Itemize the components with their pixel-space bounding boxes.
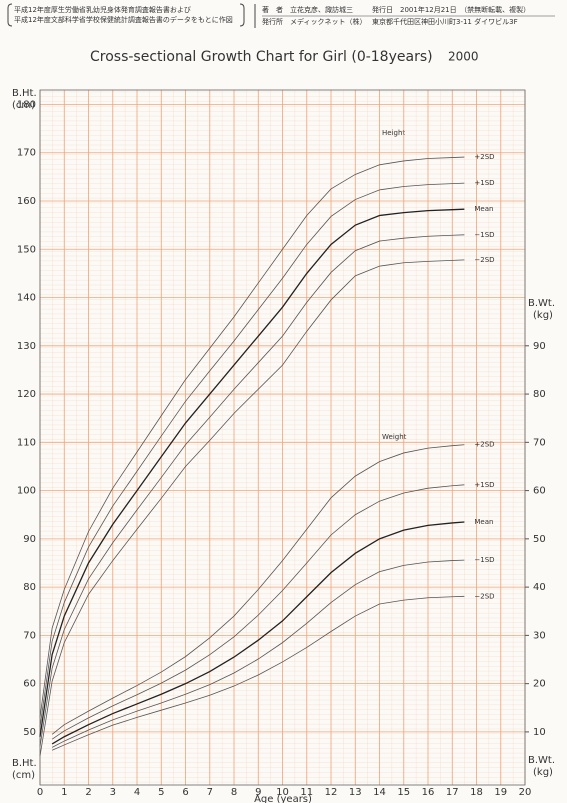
- x-tick-label: 13: [349, 787, 362, 798]
- series-label: +2SD: [474, 153, 494, 161]
- y-tick-label: 90: [23, 534, 36, 545]
- series-line: [51, 444, 465, 735]
- x-tick-label: 18: [470, 787, 483, 798]
- y-label: B.Ht.: [12, 88, 37, 99]
- x-tick-label: 1: [61, 787, 67, 798]
- series-line: [51, 521, 465, 745]
- series-label: −2SD: [474, 256, 494, 264]
- series-label: +2SD: [474, 441, 494, 449]
- x-tick-label: 17: [446, 787, 459, 798]
- series-label: +1SD: [474, 481, 494, 489]
- header-text: 著 者 立花克彦、諏訪城三: [262, 5, 353, 14]
- series-label: +1SD: [474, 179, 494, 187]
- series-label: −1SD: [474, 556, 494, 564]
- x-tick-label: 12: [325, 787, 338, 798]
- y-tick-label: 120: [17, 389, 36, 400]
- y2-tick-label: 60: [533, 486, 546, 497]
- series-label: Mean: [474, 205, 493, 213]
- y-unit: (cm): [12, 770, 35, 781]
- series-label: −2SD: [474, 592, 494, 600]
- y2-tick-label: 80: [533, 389, 546, 400]
- header-text: 発行所 メディックネット（株）: [262, 17, 367, 26]
- header-text: 発行日 2001年12月21日 （禁無断転載、複製）: [372, 5, 530, 14]
- y-tick-label: 130: [17, 341, 36, 352]
- y2-unit: (kg): [533, 767, 553, 778]
- chart-title-year: 2000: [448, 50, 479, 64]
- y2-tick-label: 20: [533, 679, 546, 690]
- y2-tick-label: 40: [533, 582, 546, 593]
- series-line: [39, 208, 465, 737]
- series-line: [51, 559, 465, 748]
- x-tick-label: 5: [158, 787, 164, 798]
- x-tick-label: 9: [255, 787, 261, 798]
- plot-frame: [39, 89, 526, 786]
- series-line: [51, 484, 465, 740]
- y2-tick-label: 30: [533, 630, 546, 641]
- y2-tick-label: 70: [533, 437, 546, 448]
- x-label: Age (years): [254, 794, 312, 803]
- y-tick-label: 170: [17, 148, 36, 159]
- x-tick-label: 6: [182, 787, 188, 798]
- y2-label: B.Wt.: [528, 755, 555, 766]
- annotation: Height: [382, 129, 405, 137]
- series-line: [39, 259, 465, 757]
- y-tick-label: 180: [17, 99, 36, 110]
- y-tick-label: 50: [23, 727, 36, 738]
- x-tick-label: 11: [300, 787, 313, 798]
- y-tick-label: 160: [17, 196, 36, 207]
- y2-tick-label: 50: [533, 534, 546, 545]
- y-unit: (cm): [12, 100, 35, 111]
- y-tick-label: 70: [23, 630, 36, 641]
- x-tick-label: 10: [276, 787, 289, 798]
- y-tick-label: 80: [23, 582, 36, 593]
- y-label: B.Ht.: [12, 758, 37, 769]
- series-line: [39, 182, 465, 728]
- y-tick-label: 140: [17, 293, 36, 304]
- chart-title: Cross-sectional Growth Chart for Girl (0…: [90, 49, 433, 65]
- x-tick-label: 8: [231, 787, 237, 798]
- y-tick-label: 100: [17, 486, 36, 497]
- x-tick-label: 3: [110, 787, 116, 798]
- series-line: [39, 156, 465, 718]
- y-tick-label: 150: [17, 244, 36, 255]
- x-tick-label: 20: [519, 787, 532, 798]
- y2-unit: (kg): [533, 310, 553, 321]
- header-text: 東京都千代田区神田小川町3-11 ダイワビル3F: [372, 17, 518, 26]
- x-tick-label: 0: [37, 787, 43, 798]
- x-tick-label: 19: [494, 787, 507, 798]
- x-tick-label: 4: [134, 787, 140, 798]
- header-text: 平成12年度文部科学省学校保健統計調査報告書のデータをもとに作図: [14, 15, 233, 24]
- series-label: Mean: [474, 518, 493, 526]
- series-label: −1SD: [474, 231, 494, 239]
- x-tick-label: 14: [373, 787, 386, 798]
- series-line: [51, 595, 465, 751]
- header-bracket: [7, 3, 245, 27]
- y-tick-label: 110: [17, 437, 36, 448]
- x-tick-label: 15: [397, 787, 410, 798]
- x-tick-label: 2: [85, 787, 91, 798]
- annotation: Weight: [382, 433, 407, 441]
- y-tick-label: 60: [23, 679, 36, 690]
- series-line: [39, 234, 465, 747]
- x-tick-label: 16: [422, 787, 435, 798]
- y2-tick-label: 10: [533, 727, 546, 738]
- x-tick-label: 7: [207, 787, 213, 798]
- y2-label: B.Wt.: [528, 298, 555, 309]
- y2-tick-label: 90: [533, 341, 546, 352]
- header-text: 平成12年度厚生労働省乳幼児身体発育調査報告書および: [14, 5, 191, 14]
